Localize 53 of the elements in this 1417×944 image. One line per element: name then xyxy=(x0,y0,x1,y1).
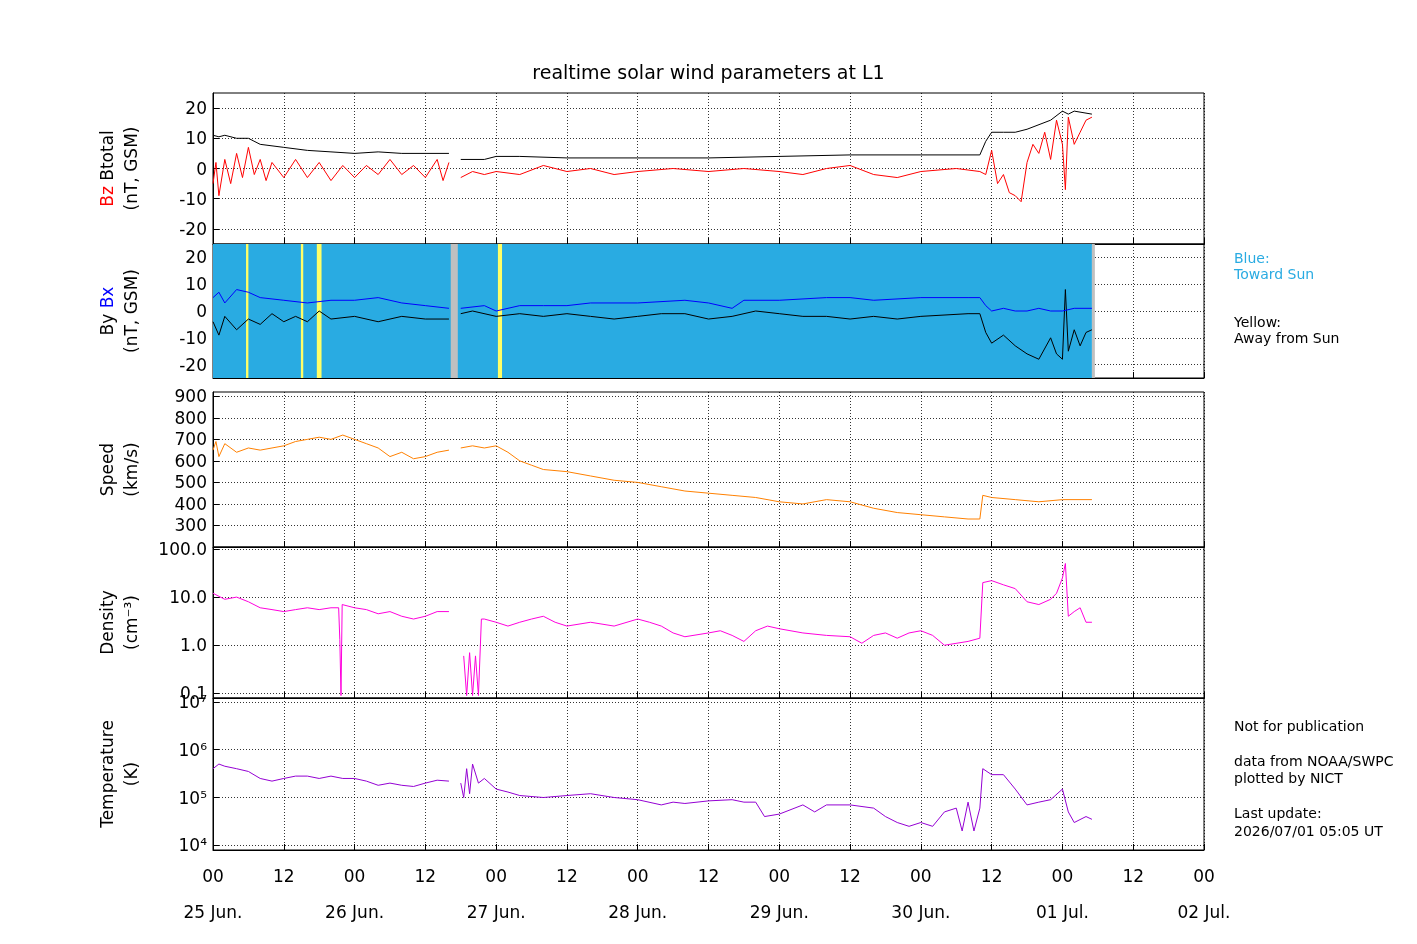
y-axis-title: Temperature (K) xyxy=(97,720,141,829)
text: Blue: Toward Sun xyxy=(1233,250,1315,282)
y-axis-title: (nT, GSM) xyxy=(121,126,141,211)
y-axis-title: (nT, GSM) xyxy=(121,269,141,353)
text: Bx xyxy=(97,286,117,309)
x-tick-label: 12 xyxy=(272,866,295,886)
x-tick-label: 12 xyxy=(556,866,578,886)
y-tick-label: 300 xyxy=(174,515,207,536)
x-tick-label: 12 xyxy=(414,866,437,886)
y-tick-label: -20 xyxy=(179,218,207,239)
x-tick-label: 00 29 Jun. xyxy=(749,866,809,922)
y-tick-label: 10⁴ xyxy=(178,835,208,856)
x-tick-label: 00 02 Jul. xyxy=(1177,866,1231,922)
text: Last update: 2026/07/01 05:05 UT xyxy=(1234,805,1384,839)
y-tick-label: 10.0 xyxy=(169,587,207,608)
text: Yellow: Away from Sun xyxy=(1233,314,1340,346)
y-tick-label: 400 xyxy=(174,493,207,514)
x-tick-label: 00 28 Jun. xyxy=(608,866,668,922)
text: data from NOAA/SWPC plotted by NICT xyxy=(1234,752,1394,787)
y-axis-title: Density (cm⁻³) xyxy=(97,590,141,655)
y-tick-label: -10 xyxy=(179,188,207,209)
x-tick-label: 12 xyxy=(697,866,720,886)
chart-title: realtime solar wind parameters at L1 xyxy=(532,60,885,83)
x-tick-label: 00 27 Jun. xyxy=(466,866,526,922)
y-tick-label: 20 xyxy=(185,247,207,268)
y-tick-label: 600 xyxy=(174,450,207,471)
x-tick-label: 00 25 Jun. xyxy=(183,866,243,922)
y-tick-label: 900 xyxy=(174,386,207,407)
y-tick-label: 1.0 xyxy=(179,635,207,656)
y-tick-label: 700 xyxy=(174,429,207,450)
x-tick-label: 12 xyxy=(1122,866,1145,886)
x-tick-label: 00 30 Jun. xyxy=(891,866,951,922)
y-tick-label: -20 xyxy=(179,354,207,375)
y-tick-label: 10⁵ xyxy=(178,787,207,808)
y-tick-label: 500 xyxy=(174,472,207,493)
text: By xyxy=(97,313,117,336)
y-tick-label: 0 xyxy=(196,158,207,179)
y-tick-label: 800 xyxy=(174,407,207,428)
x-tick-label: 00 26 Jun. xyxy=(325,866,385,922)
y-tick-label: 100.0 xyxy=(158,538,207,559)
text: Btotal xyxy=(97,130,117,181)
y-axis-title: Speed (km/s) xyxy=(97,442,141,497)
x-tick-label: 12 xyxy=(980,866,1003,886)
y-tick-label: 20 xyxy=(185,98,207,119)
y-tick-label: 10⁶ xyxy=(178,739,208,760)
x-tick-label: 12 xyxy=(839,866,861,886)
text: Not for publication xyxy=(1234,717,1365,734)
y-tick-label: 10 xyxy=(185,128,207,149)
y-tick-label: 10 xyxy=(185,274,207,295)
text: Bz xyxy=(97,186,117,207)
y-tick-label: -10 xyxy=(179,327,207,348)
y-tick-label: 0 xyxy=(196,301,207,321)
x-tick-label: 00 01 Jul. xyxy=(1035,866,1089,922)
